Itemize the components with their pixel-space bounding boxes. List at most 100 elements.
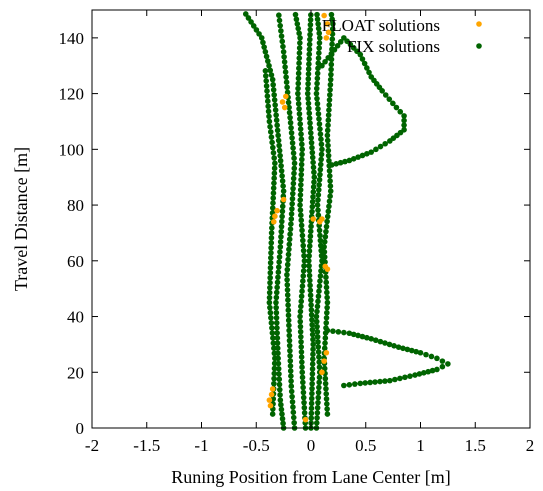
fix-point	[400, 345, 406, 352]
fix-point	[362, 380, 369, 386]
fix-point	[315, 187, 322, 193]
legend-fix-label: FIX solutions	[347, 37, 440, 56]
fix-point	[408, 347, 415, 354]
fix-point	[309, 361, 316, 367]
fix-point	[295, 95, 302, 102]
fix-point	[279, 213, 285, 220]
float-point	[310, 216, 316, 222]
fix-point	[311, 174, 318, 180]
float-point	[270, 218, 277, 225]
fix-point	[287, 226, 294, 232]
fix-point	[310, 351, 316, 358]
fix-point	[382, 340, 388, 346]
fix-point	[289, 201, 295, 207]
fix-point	[364, 334, 370, 341]
fix-point	[285, 302, 291, 308]
fix-point	[300, 394, 307, 401]
fix-point	[288, 211, 295, 217]
fix-point	[367, 379, 373, 386]
fix-point	[308, 223, 314, 230]
fix-point	[316, 379, 322, 386]
fix-point	[300, 268, 307, 274]
fix-point	[299, 288, 305, 295]
fix-point	[289, 190, 296, 197]
fix-point	[267, 274, 273, 281]
fix-point	[298, 293, 305, 300]
fix-point	[279, 38, 286, 45]
float-point	[281, 104, 288, 111]
fix-point	[305, 76, 312, 82]
fix-point	[315, 293, 322, 300]
fix-point	[324, 327, 331, 334]
fix-point	[271, 155, 277, 161]
fix-point	[298, 136, 305, 142]
y-tick-label: 100	[59, 140, 85, 159]
fix-point	[327, 193, 333, 199]
fix-point	[307, 292, 314, 299]
fix-point	[269, 325, 275, 331]
fix-point	[306, 258, 312, 264]
fix-point	[266, 289, 273, 296]
fix-point	[314, 11, 320, 18]
fix-point	[270, 144, 276, 151]
fix-point	[382, 140, 388, 147]
float-point	[323, 349, 330, 356]
fix-point	[386, 96, 393, 102]
fix-point	[268, 230, 275, 236]
fix-point	[285, 256, 291, 263]
fix-point	[278, 28, 284, 34]
fix-point	[273, 320, 280, 326]
fix-point	[318, 141, 325, 148]
fix-point	[286, 322, 292, 329]
fix-point	[267, 129, 274, 135]
fix-point	[309, 198, 316, 205]
fix-point	[326, 168, 333, 174]
fix-point	[283, 74, 289, 80]
fix-point	[273, 117, 280, 123]
fix-point	[288, 125, 294, 131]
fix-point	[382, 92, 389, 98]
fix-point	[287, 231, 293, 237]
fix-point	[298, 344, 305, 350]
fix-point	[282, 64, 288, 70]
fix-point	[297, 187, 304, 193]
float-point	[283, 93, 289, 100]
fix-point	[286, 104, 292, 111]
fix-point	[315, 21, 321, 27]
fix-point	[296, 106, 302, 112]
fix-point	[372, 379, 378, 385]
fix-point	[298, 176, 304, 183]
fix-point	[327, 92, 333, 98]
fix-point	[309, 203, 316, 210]
float-point	[325, 29, 332, 36]
fix-point	[308, 139, 315, 146]
fix-point	[265, 103, 271, 110]
fix-point	[323, 320, 330, 326]
fix-point	[270, 340, 277, 346]
fix-point	[268, 240, 275, 246]
fix-point	[266, 62, 272, 69]
fix-point	[298, 131, 304, 137]
fix-point	[268, 245, 274, 251]
fix-point	[314, 202, 321, 208]
fix-point	[305, 66, 312, 72]
fix-point	[297, 116, 303, 122]
fix-point	[271, 92, 277, 98]
fix-point	[278, 406, 285, 413]
fix-point	[272, 160, 278, 167]
fix-point	[287, 353, 293, 359]
fix-point	[298, 354, 305, 360]
fix-point	[274, 330, 280, 336]
fix-point	[350, 331, 357, 338]
fix-point	[270, 150, 277, 156]
fix-point	[364, 150, 370, 157]
fix-point	[326, 203, 332, 210]
fix-point	[309, 317, 315, 323]
fix-point	[326, 198, 333, 205]
fix-point	[290, 414, 297, 421]
fix-point	[328, 61, 335, 68]
fix-point	[280, 420, 286, 427]
fix-point	[305, 100, 312, 107]
fix-point	[308, 130, 314, 136]
fix-point	[269, 330, 276, 336]
